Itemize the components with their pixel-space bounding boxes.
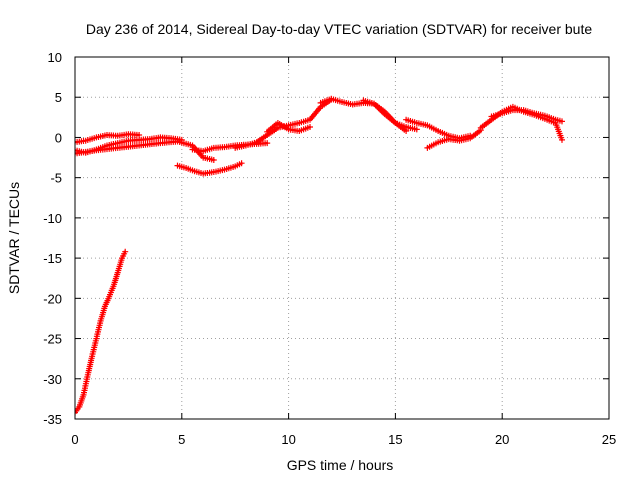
data-series-sat-track-j <box>360 97 420 133</box>
y-tick-label: 10 <box>48 50 62 65</box>
data-series-sat-track-h <box>264 120 313 135</box>
plot-frame <box>74 56 610 420</box>
x-tick-label: 20 <box>495 432 509 447</box>
data-series-sat-track-l <box>424 127 484 151</box>
data-point <box>307 124 313 130</box>
data-series-sat-track-c <box>75 131 143 146</box>
y-tick-label: -5 <box>50 171 62 186</box>
axis-ticks: 0 5 10 15 20 25 -35 -30 -25 -20 -15 -10 -5 0 5 10 <box>43 50 616 447</box>
x-tick-label: 15 <box>388 432 402 447</box>
data-point <box>136 132 143 138</box>
data-point <box>413 126 420 133</box>
x-tick-label: 25 <box>602 432 616 447</box>
plot-area <box>75 95 565 416</box>
data-point <box>559 118 565 125</box>
x-tick-label: 0 <box>71 432 78 447</box>
y-tick-label: 0 <box>55 130 62 145</box>
y-tick-label: -25 <box>43 332 62 347</box>
data-point <box>210 157 217 163</box>
y-tick-label: -20 <box>43 291 62 306</box>
data-series-sat-track-e <box>174 160 245 177</box>
grid-lines <box>75 57 609 419</box>
data-point <box>559 136 565 143</box>
data-point <box>122 248 129 255</box>
y-tick-label: 5 <box>55 90 62 105</box>
y-tick-label: -35 <box>43 412 62 427</box>
data-point <box>238 160 245 167</box>
y-axis-label: SDTVAR / TECUs <box>6 182 22 294</box>
y-tick-label: -30 <box>43 372 62 387</box>
data-point <box>264 140 271 147</box>
y-tick-label: -10 <box>43 211 62 226</box>
x-tick-label: 5 <box>178 432 185 447</box>
data-series-sat-track-d <box>75 138 217 163</box>
chart-title: Day 236 of 2014, Sidereal Day-to-day VTE… <box>86 21 593 37</box>
data-series-sat-track-a <box>75 248 129 416</box>
x-tick-label: 10 <box>281 432 295 447</box>
y-tick-label: -15 <box>43 251 62 266</box>
data-series-sat-track-n <box>488 107 565 125</box>
x-axis-label: GPS time / hours <box>287 457 394 473</box>
